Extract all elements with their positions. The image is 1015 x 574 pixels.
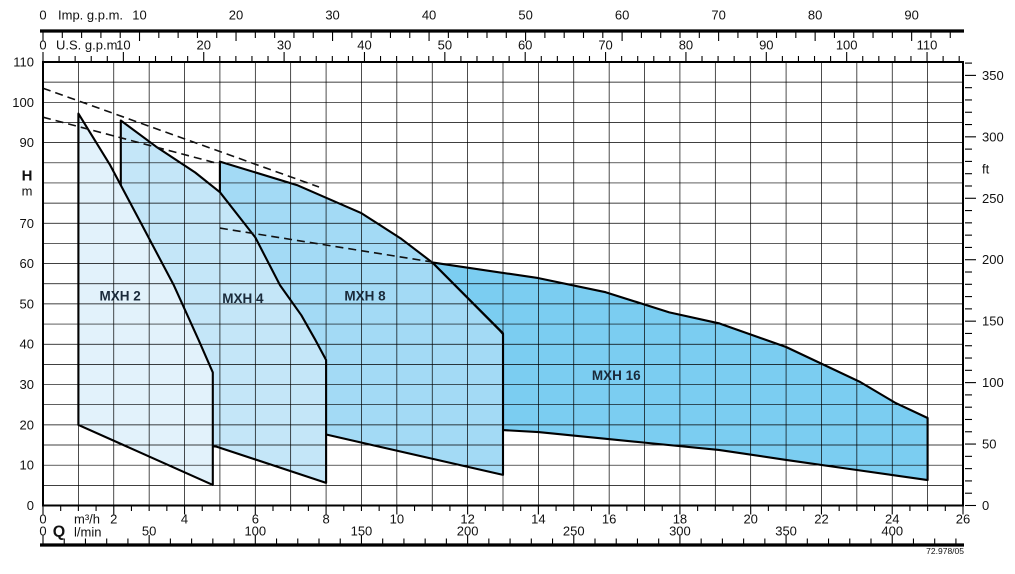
m3h-tick-label: 16: [602, 512, 616, 527]
m3h-tick-label: 4: [181, 512, 188, 527]
imp-gpm-axis-label: Imp. g.p.m.: [58, 8, 123, 23]
ft-tick-label: 350: [982, 68, 1004, 83]
imp-gpm-tick-label: 0: [39, 8, 46, 23]
region-label-mxh-4: MXH 4: [222, 291, 264, 306]
imp-gpm-tick-label: 70: [711, 8, 725, 23]
m3h-tick-label: 2: [110, 512, 117, 527]
q-axis-label: Q: [53, 524, 65, 541]
lmin-tick-label: 0: [39, 524, 46, 539]
us-gpm-tick-label: 110: [917, 38, 938, 53]
h-m-tick-label: 50: [20, 296, 34, 311]
imp-gpm-tick-label: 50: [518, 8, 532, 23]
ft-tick-label: 300: [982, 129, 1004, 144]
lmin-tick-label: 400: [881, 524, 903, 539]
lmin-tick-label: 300: [669, 524, 691, 539]
us-gpm-tick-label: 30: [277, 38, 291, 53]
upper-limit-dashed-1: [42, 87, 320, 188]
h-m-tick-label: 20: [20, 417, 34, 432]
imp-gpm-tick-label: 10: [132, 8, 146, 23]
h-m-tick-label: 10: [20, 458, 34, 473]
m3h-tick-label: 8: [322, 512, 329, 527]
region-label-mxh-8: MXH 8: [344, 289, 386, 304]
us-gpm-tick-label: 60: [518, 38, 532, 53]
us-gpm-axis-label: U.S. g.p.m.: [56, 38, 121, 53]
imp-gpm-tick-label: 80: [808, 8, 822, 23]
h-m-tick-label: 110: [13, 55, 34, 70]
m3h-tick-label: 10: [390, 512, 404, 527]
imp-gpm-tick-label: 30: [325, 8, 339, 23]
figure-note: 72.978/05: [926, 546, 964, 556]
h-m-tick-label: 60: [20, 256, 34, 271]
m3h-tick-label: 20: [743, 512, 757, 527]
imp-gpm-tick-label: 40: [422, 8, 436, 23]
ft-tick-label: 200: [982, 252, 1004, 267]
lmin-tick-label: 50: [142, 524, 156, 539]
us-gpm-tick-label: 50: [438, 38, 452, 53]
h-m-tick-label: 0: [27, 498, 34, 513]
m3h-tick-label: 22: [814, 512, 828, 527]
m3h-tick-label: 6: [252, 512, 259, 527]
us-gpm-tick-label: 90: [759, 38, 773, 53]
us-gpm-tick-label: 100: [836, 38, 858, 53]
upper-limit-dashed-2: [42, 116, 221, 165]
lmin-tick-label: 100: [244, 524, 266, 539]
us-gpm-tick-label: 80: [679, 38, 693, 53]
h-m-tick-label: 30: [20, 377, 34, 392]
ft-tick-label: 0: [982, 498, 989, 513]
us-gpm-tick-label: 40: [357, 38, 371, 53]
us-gpm-tick-label: 10: [116, 38, 130, 53]
lmin-tick-label: 200: [457, 524, 479, 539]
imp-gpm-tick-label: 60: [615, 8, 629, 23]
ft-tick-label: 150: [982, 314, 1004, 329]
m3h-axis-label: m³/h: [74, 512, 100, 527]
h-m-tick-label: 70: [20, 216, 34, 231]
ft-tick-label: 250: [982, 191, 1004, 206]
h-axis-unit: m: [22, 183, 33, 198]
mid-limit-dashed: [219, 227, 433, 263]
m3h-tick-label: 24: [885, 512, 899, 527]
us-gpm-tick-label: 20: [196, 38, 210, 53]
h-m-tick-label: 100: [12, 95, 34, 110]
h-m-tick-label: 40: [20, 337, 34, 352]
us-gpm-tick-label: 0: [39, 38, 46, 53]
region-label-mxh-2: MXH 2: [100, 288, 141, 303]
m3h-tick-label: 26: [956, 512, 970, 527]
h-axis-label: H: [22, 167, 33, 184]
lmin-tick-label: 350: [775, 524, 797, 539]
region-label-mxh-16: MXH 16: [592, 368, 641, 383]
m3h-tick-label: 14: [531, 512, 545, 527]
h-m-tick-label: 90: [20, 135, 34, 150]
ft-axis-label: ft: [982, 161, 990, 176]
us-gpm-tick-label: 70: [598, 38, 612, 53]
imp-gpm-tick-label: 90: [904, 8, 918, 23]
ft-tick-label: 50: [982, 437, 996, 452]
lmin-tick-label: 250: [563, 524, 585, 539]
m3h-tick-label: 18: [673, 512, 687, 527]
m3h-tick-label: 0: [39, 512, 46, 527]
lmin-axis-label: l/min: [74, 525, 101, 540]
m3h-tick-label: 12: [460, 512, 474, 527]
imp-gpm-tick-label: 20: [229, 8, 243, 23]
lmin-tick-label: 150: [351, 524, 373, 539]
ft-tick-label: 100: [982, 375, 1004, 390]
